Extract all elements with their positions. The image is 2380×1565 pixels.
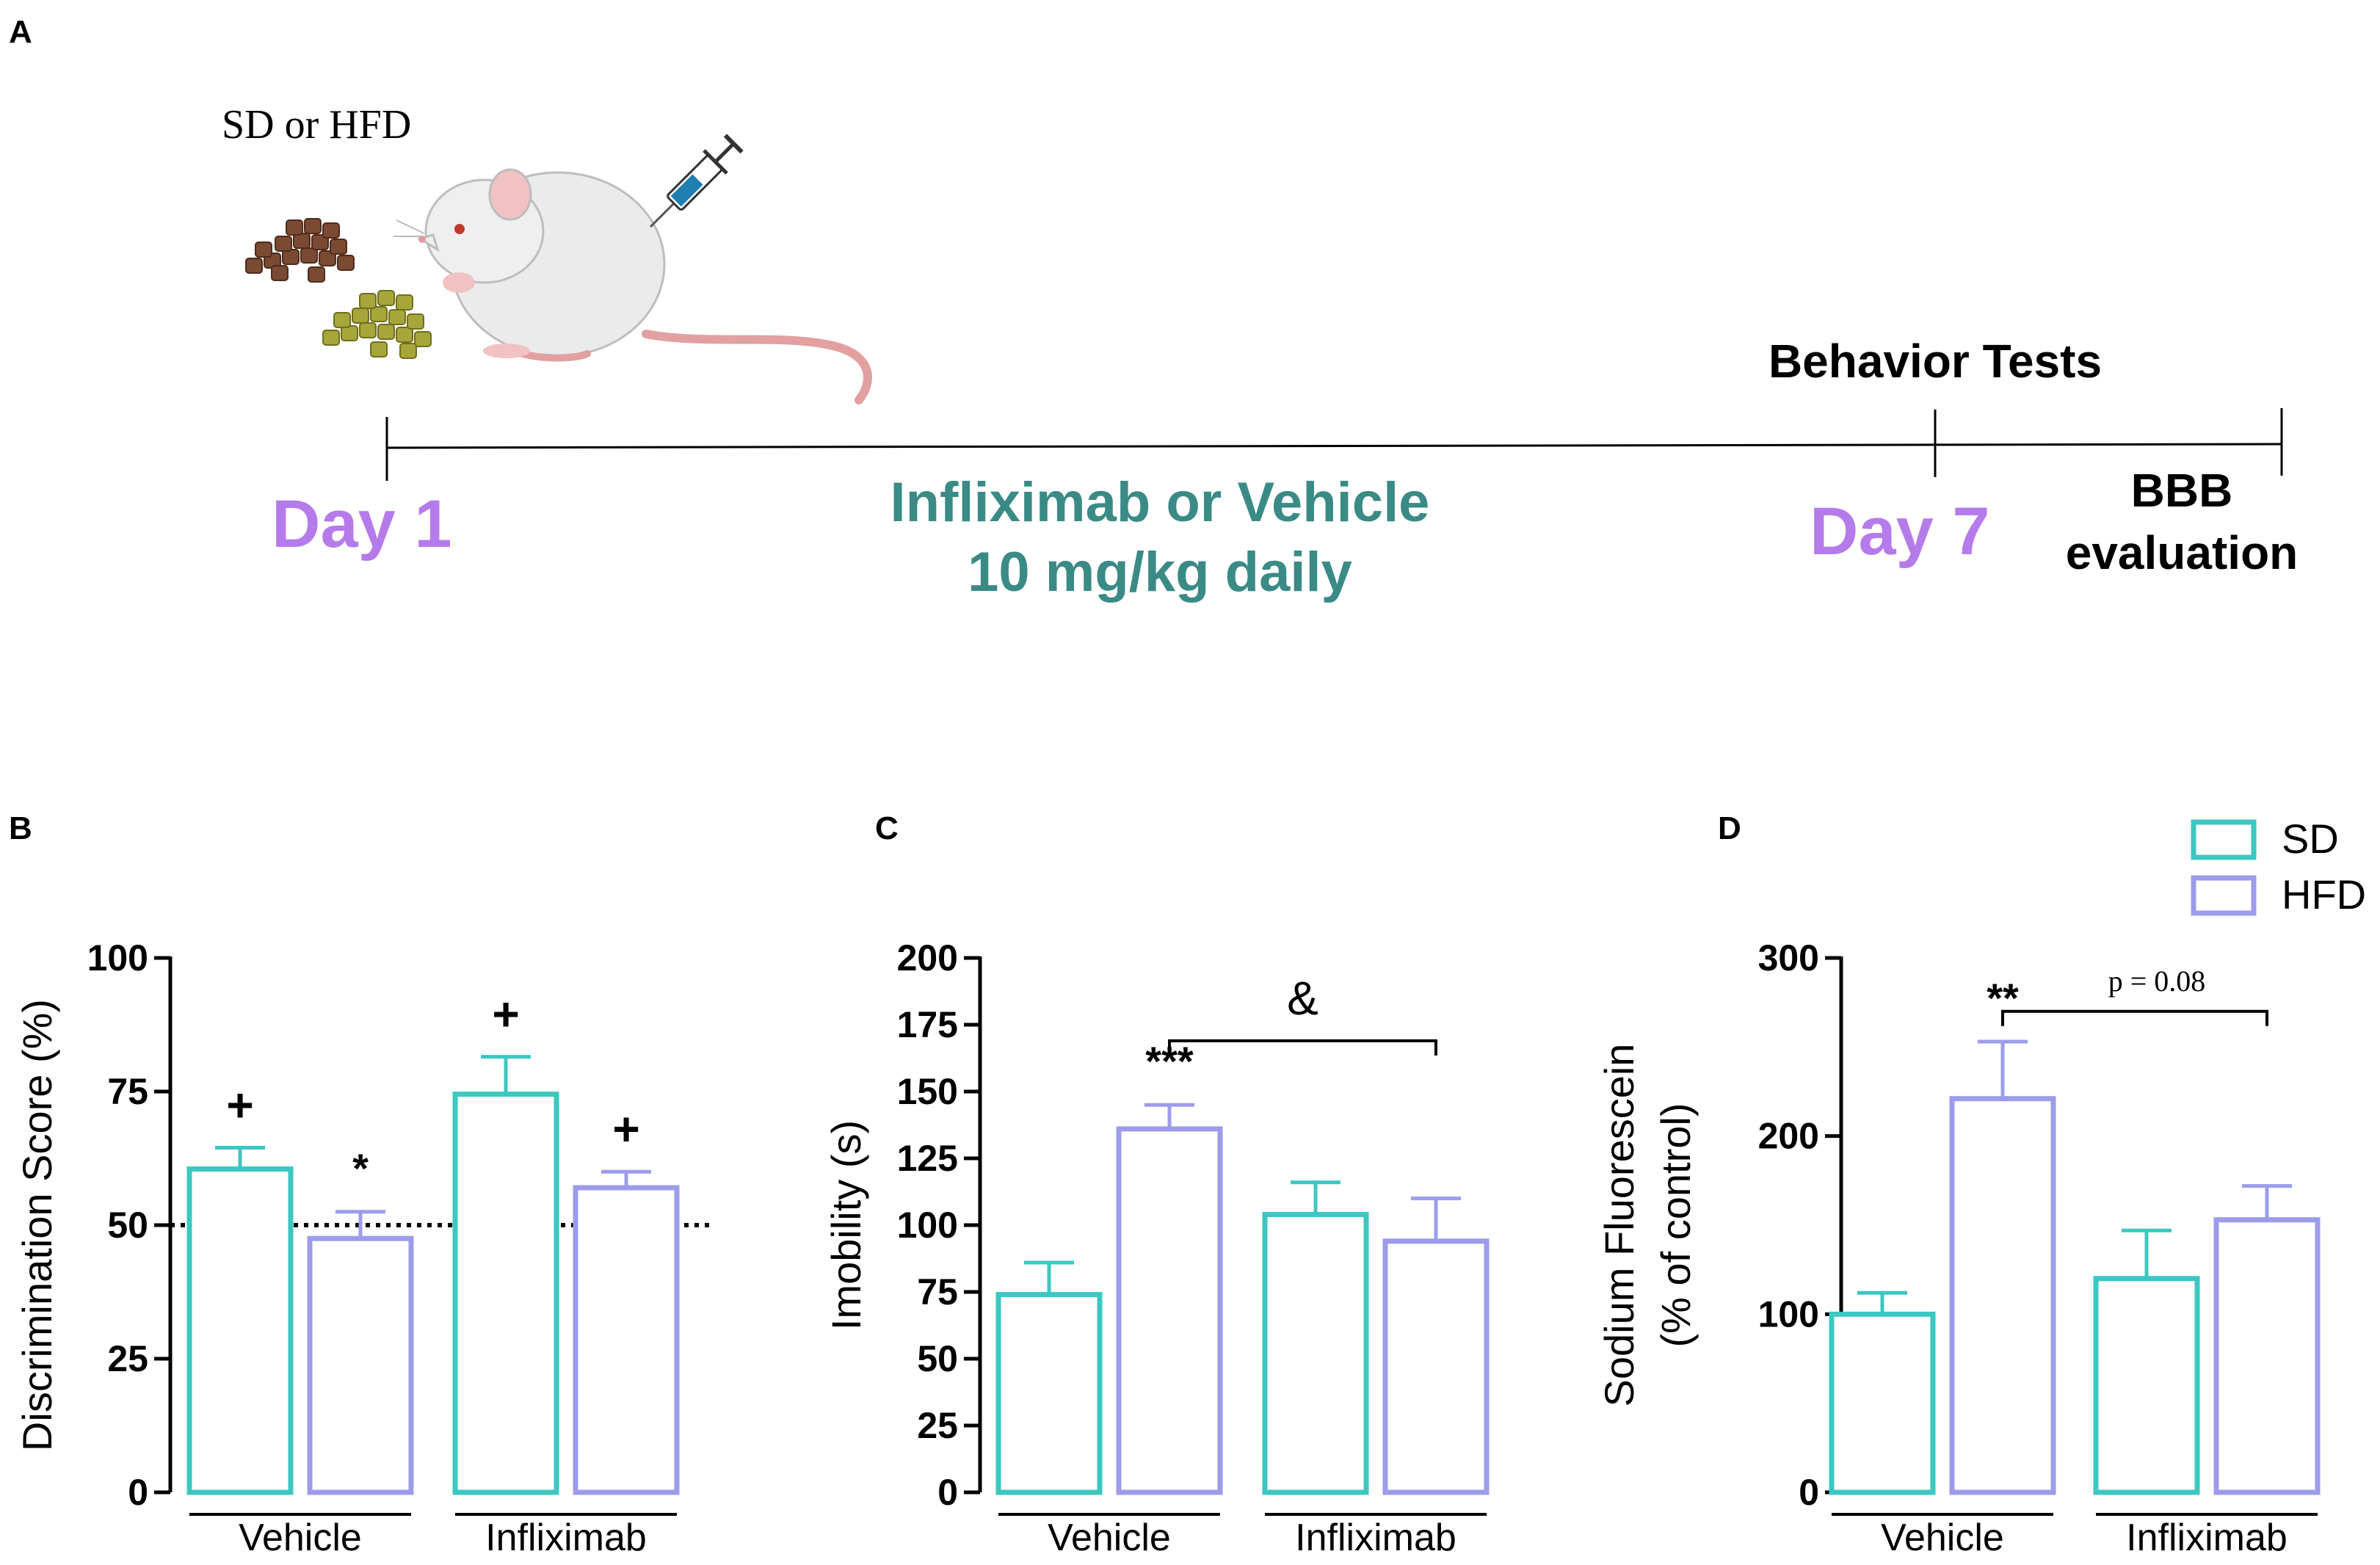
y-tick-label: 100 [1758,1293,1819,1335]
treatment-label-line1: Infliximab or Vehicle [890,471,1430,534]
panel-letter: D [1718,810,1741,846]
syringe-icon [650,134,744,228]
bbb-label-line1: BBB [2131,464,2233,517]
y-tick-label: 200 [897,937,958,978]
legend-sd-label: SD [2282,816,2339,862]
significance-marker: + [492,988,519,1041]
diet-label: SD or HFD [222,102,411,148]
comparison-label: p = 0.08 [2108,965,2206,998]
panel-c-chart: C 0 25 50 75 100 125 150 175 200 Imobility (s) Vehi… [823,810,1490,1559]
bar [186,1166,294,1495]
y-tick-label: 100 [87,937,148,978]
y-tick-label: 300 [1758,937,1819,978]
day-1-label: Day 1 [272,487,452,562]
y-axis-label: Sodium Fluorescein [1596,1044,1642,1407]
y-tick-label: 50 [917,1338,958,1379]
day-7-label: Day 7 [1810,494,1990,569]
dark-pellets-icon [245,218,355,283]
panel-a-letter: A [9,14,32,50]
y-tick-label: 150 [897,1071,958,1112]
comparison-bracket [1168,1039,1437,1056]
significance-marker: + [612,1103,639,1155]
y-tick-label: 175 [897,1004,958,1045]
panel-d-chart: D 0 100 200 300 Sodium Fluorescein (% of contr… [1596,810,2321,1559]
y-tick-label: 0 [1799,1472,1819,1513]
bar [1262,1211,1369,1495]
bar [2093,1276,2200,1495]
y-tick-label: 0 [937,1472,958,1513]
group-label: Vehicle [239,1517,362,1559]
bar [307,1235,414,1495]
legend-hfd-swatch [2191,875,2257,916]
y-tick-label: 0 [128,1472,148,1513]
y-axis-label: Imobility (s) [823,1120,869,1330]
panel-a: A SD or HFD [9,14,2298,603]
green-pellets-icon [322,290,432,359]
bar [1382,1238,1490,1495]
group-label: Infliximab [2126,1517,2288,1559]
y-tick-label: 75 [917,1271,958,1312]
y-tick-label: 200 [1758,1116,1819,1157]
significance-marker: + [226,1078,253,1131]
panel-letter: C [875,810,899,846]
group-label: Infliximab [1295,1517,1456,1559]
y-tick-label: 25 [917,1405,958,1446]
bar [1116,1126,1223,1495]
y-tick-label: 75 [107,1071,148,1112]
legend: SD HFD [2191,816,2366,918]
bbb-label-line2: evaluation [2066,526,2299,579]
bar [995,1292,1103,1495]
bar [452,1092,559,1495]
y-axis-label: Discrimination Score (%) [14,999,60,1451]
mouse-icon [393,168,872,404]
panel-letter: B [9,810,32,846]
legend-sd-swatch [2191,819,2257,860]
y-tick-label: 50 [107,1205,148,1246]
bar [1829,1311,1936,1495]
bar [573,1185,680,1495]
group-label: Infliximab [485,1517,647,1559]
legend-hfd-label: HFD [2282,871,2366,918]
comparison-label: & [1287,972,1318,1025]
y-tick-label: 100 [897,1205,958,1246]
y-tick-label: 125 [897,1138,958,1179]
timeline [385,408,2283,481]
bar [2213,1217,2321,1495]
group-label: Vehicle [1881,1517,2004,1559]
behavior-tests-label: Behavior Tests [1768,335,2102,388]
y-tick-label: 25 [107,1338,148,1379]
comparison-bracket [2001,1009,2268,1026]
panel-b-chart: B 0 25 50 75 100 Discrimination Score (%) Vehic… [9,810,710,1559]
bar [1949,1096,2056,1495]
group-label: Vehicle [1048,1517,1171,1559]
y-axis-label: (% of control) [1652,1103,1699,1348]
treatment-label-line2: 10 mg/kg daily [968,541,1352,603]
significance-marker: * [352,1145,369,1191]
